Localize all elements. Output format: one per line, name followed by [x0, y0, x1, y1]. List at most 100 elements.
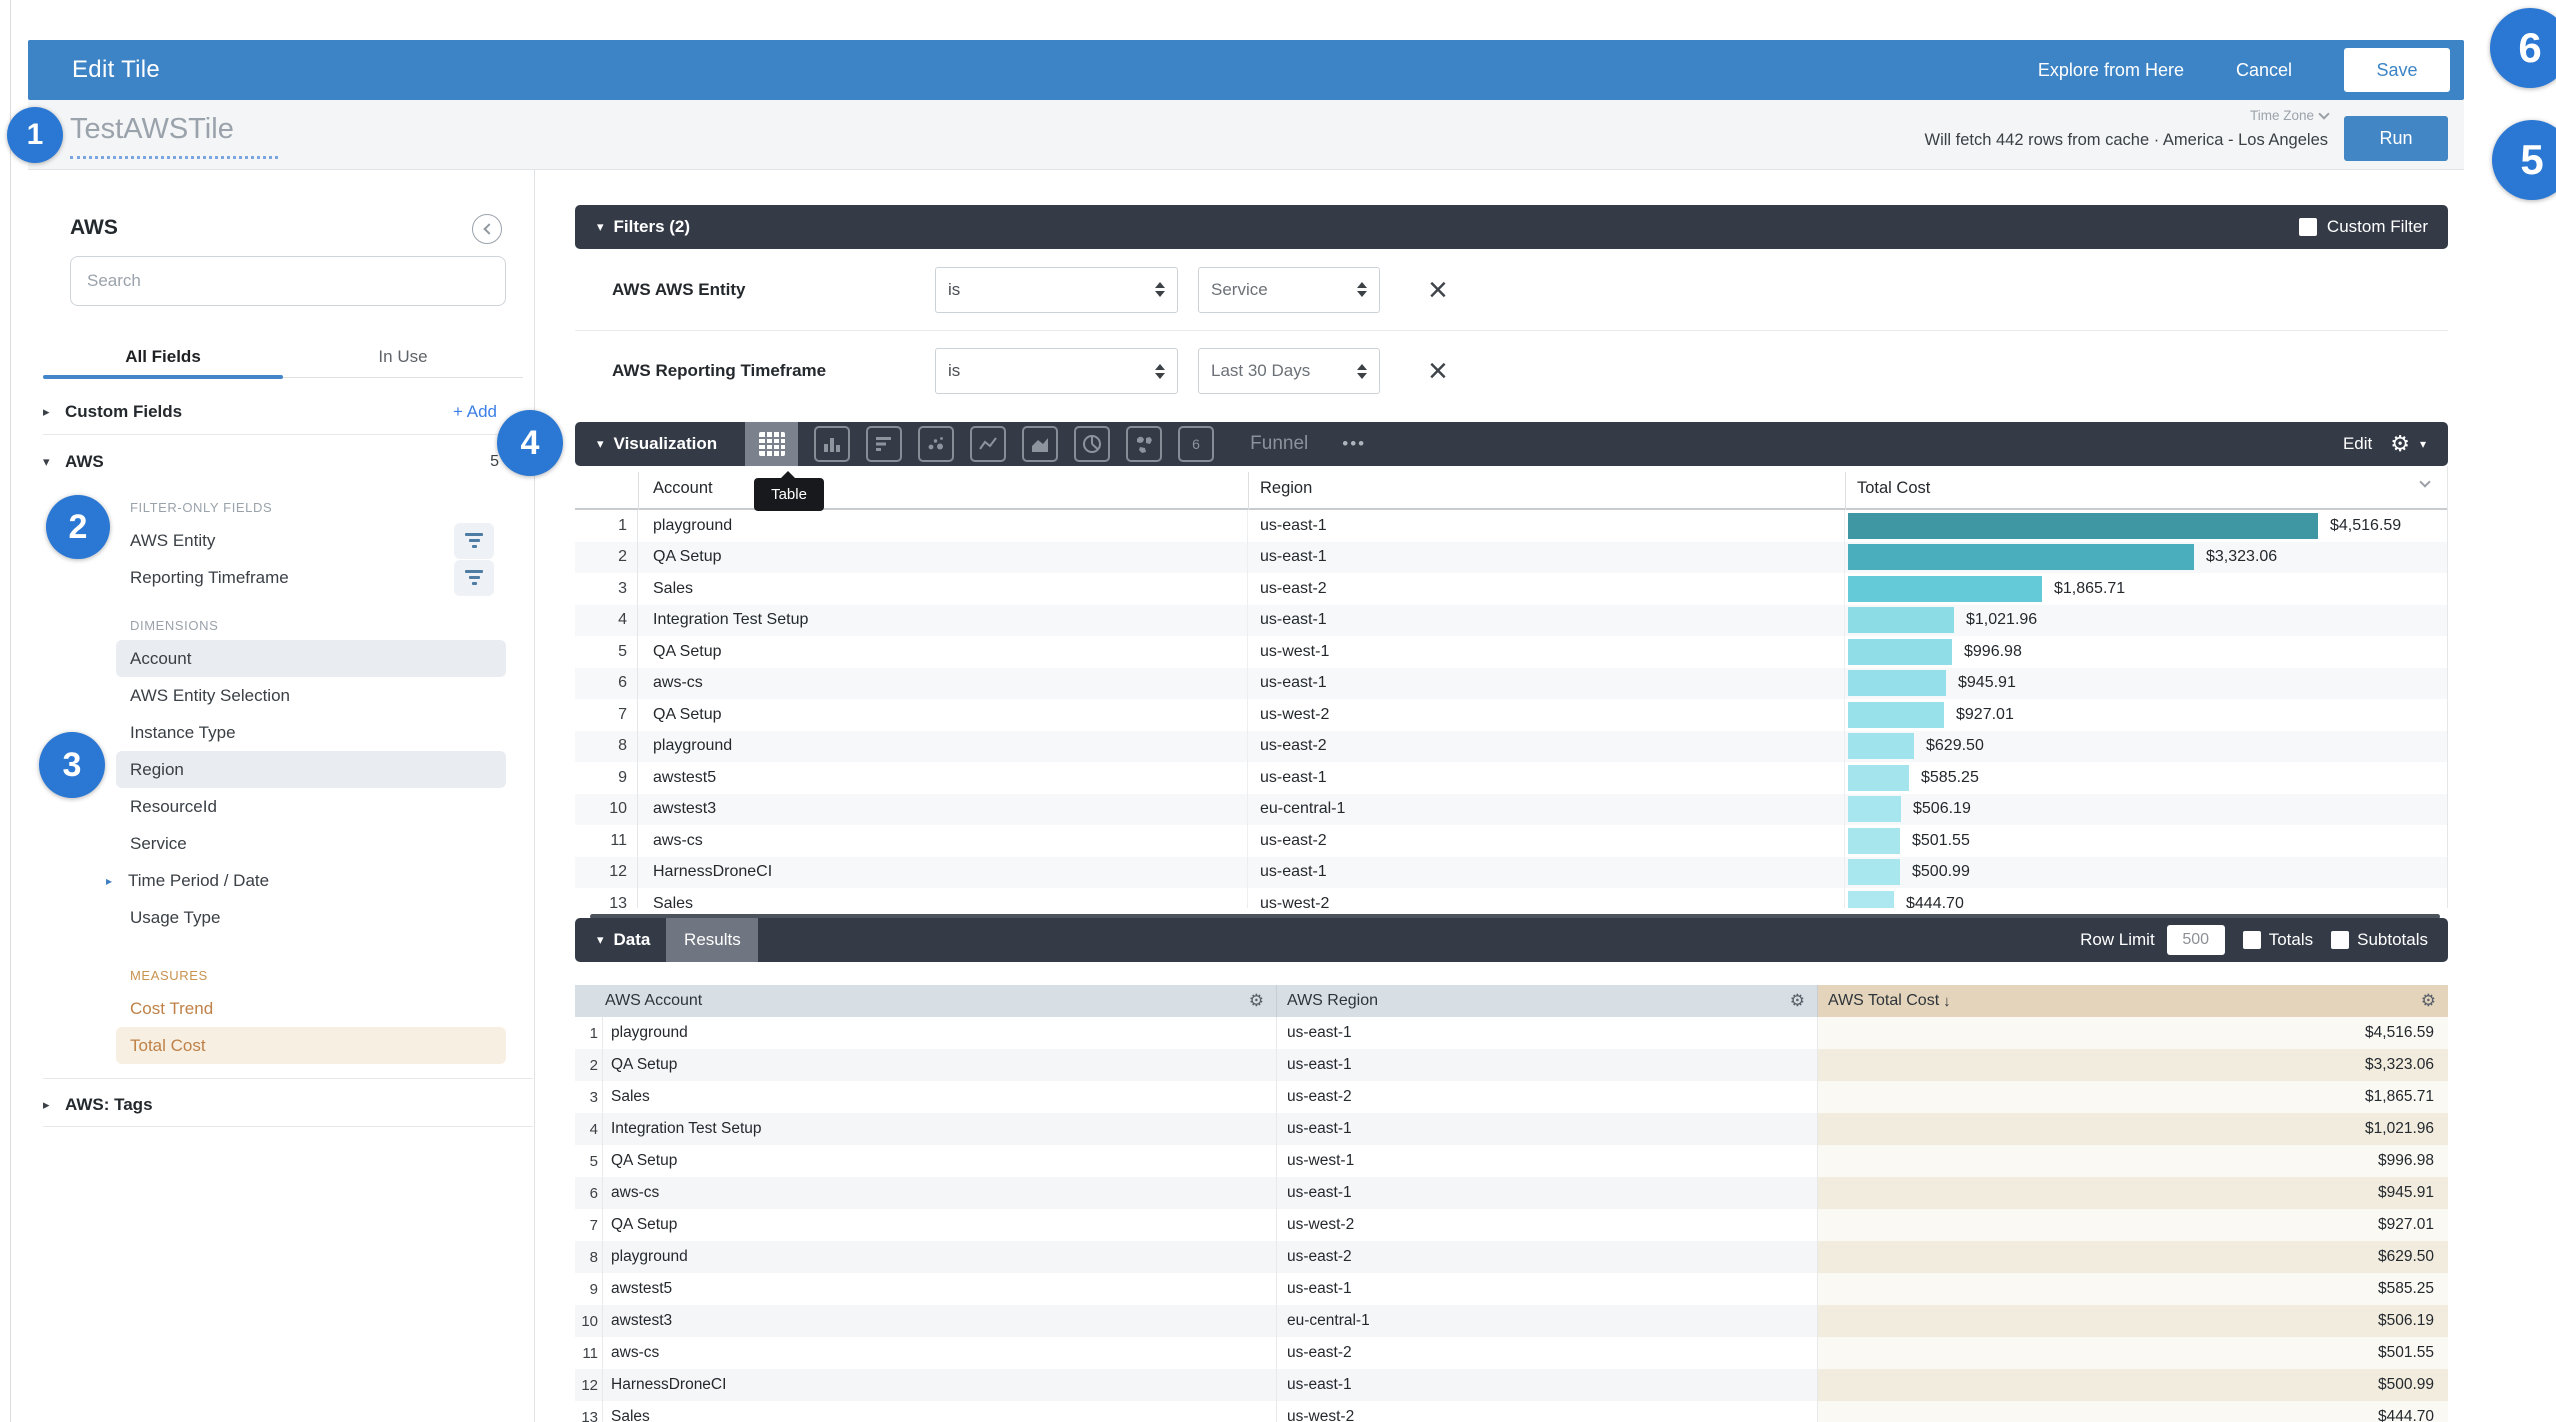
funnel-viz-option[interactable]: Funnel — [1250, 433, 1309, 454]
filter-value-select[interactable]: Service — [1198, 266, 1380, 313]
row-limit-input[interactable] — [2166, 925, 2225, 955]
table-row[interactable]: 12 HarnessDroneCI us-east-1 $500.99 — [575, 856, 2447, 888]
filter-operator-select[interactable]: is — [935, 348, 1178, 394]
table-row[interactable]: 10 awstest3 eu-central-1 $506.19 — [575, 1305, 2448, 1337]
table-row[interactable]: 7 QA Setup us-west-2 $927.01 — [575, 1209, 2448, 1241]
measure-field[interactable]: Cost Trend — [116, 990, 506, 1027]
measure-field[interactable]: Total Cost — [116, 1027, 506, 1064]
horizontal-scrollbar[interactable] — [590, 914, 2440, 919]
table-row[interactable]: 2 QA Setup us-east-1 $3,323.06 — [575, 1049, 2448, 1081]
save-button[interactable]: Save — [2344, 48, 2450, 92]
tab-in-use[interactable]: In Use — [378, 346, 428, 366]
dimension-field[interactable]: AWS Entity Selection — [116, 677, 506, 714]
table-row[interactable]: 9 awstest5 us-east-1 $585.25 — [575, 1273, 2448, 1305]
collapse-sidebar-button[interactable] — [472, 214, 502, 244]
custom-fields-row[interactable]: ▸ Custom Fields + Add — [43, 402, 497, 421]
gear-icon[interactable]: ⚙ — [2390, 431, 2410, 456]
account-cell: 11 aws-cs — [575, 1337, 1277, 1369]
filter-value-select[interactable]: Last 30 Days — [1198, 348, 1380, 394]
table-row[interactable]: 1 playground us-east-1 $4,516.59 — [575, 510, 2447, 542]
table-row[interactable]: 6 aws-cs us-east-1 $945.91 — [575, 667, 2447, 699]
aws-tags-group-row[interactable]: ▸ AWS: Tags — [43, 1095, 153, 1114]
more-viz-types-icon[interactable]: ••• — [1342, 434, 1367, 453]
data-section-header[interactable]: ▾ Data Results Row Limit Totals Subtotal… — [575, 918, 2448, 962]
expand-right-icon[interactable]: ▸ — [43, 404, 50, 419]
dimension-field[interactable]: Instance Type — [116, 714, 506, 751]
collapse-section-icon[interactable]: ▾ — [597, 436, 604, 451]
filters-section-header[interactable]: ▾ Filters (2) Custom Filter — [575, 205, 2448, 249]
column-menu-chevron-icon[interactable] — [2419, 476, 2431, 488]
column-header-region[interactable]: Region — [1260, 478, 1313, 497]
table-row[interactable]: 4 Integration Test Setup us-east-1 $1,021.9… — [575, 1113, 2448, 1145]
single-value-viz-icon[interactable]: 6 — [1178, 426, 1215, 462]
table-row[interactable]: 4 Integration Test Setup us-east-1 $1,021.9… — [575, 604, 2447, 636]
table-row[interactable]: 3 Sales us-east-2 $1,865.71 — [575, 1081, 2448, 1113]
subtotals-checkbox[interactable] — [2331, 931, 2350, 949]
dimension-field[interactable]: Service — [116, 825, 506, 862]
tab-all-fields[interactable]: All Fields — [43, 336, 283, 379]
column-header-aws-total-cost[interactable]: AWS Total Cost ↓ ⚙ — [1818, 985, 2448, 1017]
dimension-field[interactable]: ResourceId — [116, 788, 506, 825]
totals-checkbox[interactable] — [2242, 931, 2261, 949]
filter-icon[interactable] — [454, 559, 494, 596]
expand-right-icon[interactable]: ▸ — [43, 1097, 50, 1112]
add-custom-field-button[interactable]: + Add — [453, 402, 497, 421]
cancel-button[interactable]: Cancel — [2235, 59, 2292, 80]
column-header-aws-account[interactable]: AWS Account ⚙ — [575, 985, 1277, 1017]
column-header-aws-region[interactable]: AWS Region ⚙ — [1277, 985, 1818, 1017]
table-viz-icon[interactable] — [745, 422, 799, 466]
visualization-section-header[interactable]: ▾ Visualization 6 Funnel ••• Edit ⚙ ▾ — [575, 422, 2448, 466]
remove-filter-icon[interactable]: × — [1428, 352, 1448, 390]
expand-right-icon[interactable]: ▸ — [106, 873, 113, 888]
table-row[interactable]: 3 Sales us-east-2 $1,865.71 — [575, 573, 2447, 605]
aws-group-row[interactable]: ▾ AWS 5 — [43, 452, 499, 471]
expand-down-icon[interactable]: ▾ — [43, 454, 50, 469]
remove-filter-icon[interactable]: × — [1428, 270, 1448, 309]
pie-chart-viz-icon[interactable] — [1074, 426, 1111, 462]
table-row[interactable]: 5 QA Setup us-west-1 $996.98 — [575, 636, 2447, 668]
filter-only-field[interactable]: Reporting Timeframe — [116, 559, 506, 596]
table-row[interactable]: 1 playground us-east-1 $4,516.59 — [575, 1017, 2448, 1049]
filter-icon[interactable] — [454, 522, 494, 559]
column-header-account[interactable]: Account — [653, 478, 713, 497]
table-row[interactable]: 8 playground us-east-2 $629.50 — [575, 730, 2447, 762]
map-viz-icon[interactable] — [1126, 426, 1163, 462]
edit-viz-button[interactable]: Edit — [2342, 434, 2373, 453]
dimension-field[interactable]: ▸ Time Period / Date — [106, 862, 506, 899]
dimension-field[interactable]: Region — [116, 751, 506, 788]
table-row[interactable]: 13 Sales us-west-2 $444.70 — [575, 1401, 2448, 1422]
gear-icon[interactable]: ⚙ — [1248, 991, 1264, 1010]
table-row[interactable]: 11 aws-cs us-east-2 $501.55 — [575, 1337, 2448, 1369]
custom-filter-checkbox[interactable] — [2298, 218, 2317, 236]
table-row[interactable]: 5 QA Setup us-west-1 $996.98 — [575, 1145, 2448, 1177]
filter-operator-select[interactable]: is — [935, 266, 1178, 313]
table-row[interactable]: 11 aws-cs us-east-2 $501.55 — [575, 825, 2447, 857]
dimension-field[interactable]: Account — [116, 640, 506, 677]
table-row[interactable]: 13 Sales us-west-2 $444.70 — [575, 888, 2447, 908]
table-row[interactable]: 2 QA Setup us-east-1 $3,323.06 — [575, 541, 2447, 573]
scatter-viz-icon[interactable] — [918, 426, 955, 462]
column-header-total-cost[interactable]: Total Cost — [1857, 478, 1931, 497]
bar-chart-viz-icon[interactable] — [814, 426, 851, 462]
table-row[interactable]: 12 HarnessDroneCI us-east-1 $500.99 — [575, 1369, 2448, 1401]
time-zone-dropdown[interactable]: Time Zone — [2250, 107, 2330, 123]
table-row[interactable]: 7 QA Setup us-west-2 $927.01 — [575, 699, 2447, 731]
tile-name-input[interactable]: TestAWSTile — [70, 113, 234, 145]
gear-icon[interactable]: ⚙ — [1789, 991, 1805, 1010]
table-row[interactable]: 10 awstest3 eu-central-1 $506.19 — [575, 793, 2447, 825]
filter-only-field[interactable]: AWS Entity — [116, 522, 506, 559]
line-chart-viz-icon[interactable] — [970, 426, 1007, 462]
tab-results[interactable]: Results — [666, 918, 759, 962]
collapse-section-icon[interactable]: ▾ — [597, 932, 604, 947]
explore-from-here-link[interactable]: Explore from Here — [2037, 59, 2184, 80]
collapse-section-icon[interactable]: ▾ — [597, 219, 604, 234]
dimension-field[interactable]: Usage Type — [116, 899, 506, 936]
run-button[interactable]: Run — [2344, 116, 2448, 161]
area-chart-viz-icon[interactable] — [1022, 426, 1059, 462]
table-row[interactable]: 9 awstest5 us-east-1 $585.25 — [575, 762, 2447, 794]
row-chart-viz-icon[interactable] — [866, 426, 903, 462]
search-input[interactable] — [70, 256, 506, 306]
gear-icon[interactable]: ⚙ — [2420, 991, 2436, 1010]
table-row[interactable]: 6 aws-cs us-east-1 $945.91 — [575, 1177, 2448, 1209]
table-row[interactable]: 8 playground us-east-2 $629.50 — [575, 1241, 2448, 1273]
